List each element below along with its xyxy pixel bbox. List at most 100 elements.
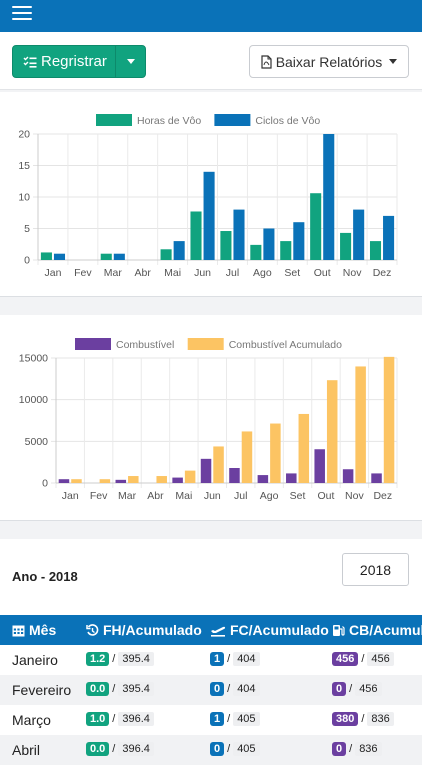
register-dropdown-toggle[interactable] bbox=[115, 46, 145, 77]
bar bbox=[200, 458, 212, 483]
bar bbox=[113, 253, 125, 260]
bar bbox=[298, 413, 310, 483]
bar bbox=[257, 475, 269, 483]
table-row[interactable]: Março 1.0/396.4 1/405 380/836 bbox=[0, 705, 422, 735]
x-tick-label: Mai bbox=[164, 267, 181, 279]
bar bbox=[383, 215, 395, 260]
x-tick-label: Set bbox=[290, 490, 306, 502]
download-reports-button[interactable]: Baixar Relatórios bbox=[249, 45, 409, 78]
bar bbox=[250, 244, 262, 260]
fh-accumulated: 396.4 bbox=[118, 742, 154, 756]
table-row[interactable]: Abril 0.0/396.4 0/405 0/836 bbox=[0, 735, 422, 765]
cb-accumulated: 456 bbox=[355, 682, 382, 696]
fc-badge: 1 bbox=[210, 712, 225, 726]
register-button-group: Regristrar bbox=[12, 45, 146, 78]
cb-cell: 380/836 bbox=[332, 712, 394, 726]
month-cell: Março bbox=[12, 712, 51, 728]
x-tick-label: Jul bbox=[234, 490, 247, 502]
x-tick-label: Mar bbox=[118, 490, 137, 502]
fc-badge: 1 bbox=[210, 652, 225, 666]
table-row[interactable]: Fevereiro 0.0/395.4 0/404 0/456 bbox=[0, 675, 422, 705]
bar bbox=[160, 249, 172, 260]
bar bbox=[53, 253, 66, 260]
x-tick-label: Nov bbox=[345, 490, 364, 502]
month-cell: Abril bbox=[12, 742, 41, 758]
bar bbox=[220, 231, 232, 260]
bar bbox=[173, 241, 185, 260]
bar bbox=[263, 228, 275, 260]
chevron-down-icon bbox=[126, 59, 135, 64]
fc-badge: 0 bbox=[210, 742, 225, 756]
fc-accumulated: 404 bbox=[233, 682, 260, 696]
year-title: Ano - 2018 bbox=[12, 569, 78, 584]
x-tick-label: Jan bbox=[62, 490, 79, 502]
month-header-label: Mês bbox=[29, 622, 57, 638]
fh-badge: 0.0 bbox=[86, 742, 110, 756]
fc-accumulated: 405 bbox=[233, 742, 260, 756]
bar bbox=[270, 423, 281, 483]
cb-badge: 456 bbox=[332, 652, 359, 666]
cb-cell: 0/456 bbox=[332, 682, 382, 696]
fc-cell: 0/404 bbox=[210, 682, 260, 696]
legend-swatch bbox=[187, 338, 224, 350]
pdf-file-icon bbox=[261, 54, 272, 69]
x-tick-label: Fev bbox=[90, 490, 108, 502]
bar bbox=[229, 468, 240, 483]
fh-badge: 1.2 bbox=[86, 652, 110, 666]
fc-cell: 1/405 bbox=[210, 712, 260, 726]
bar bbox=[213, 446, 224, 483]
cb-accumulated: 836 bbox=[355, 742, 382, 756]
y-tick-label: 20 bbox=[18, 129, 30, 141]
month-header: Mês bbox=[12, 622, 56, 638]
bar bbox=[241, 431, 253, 483]
bar bbox=[280, 241, 292, 260]
y-tick-label: 5 bbox=[24, 223, 30, 235]
x-tick-label: Fev bbox=[74, 267, 92, 279]
bar bbox=[156, 476, 167, 483]
fc-header-label: FC/Acumulado bbox=[230, 622, 329, 638]
fuel-chart-card: Combustível Combustível Acumulado 0 5000 100… bbox=[0, 315, 422, 521]
fh-accumulated: 395.4 bbox=[118, 682, 154, 696]
register-button[interactable]: Regristrar bbox=[13, 46, 115, 77]
fc-accumulated: 405 bbox=[233, 712, 260, 726]
download-reports-label: Baixar Relatórios bbox=[275, 53, 383, 70]
x-tick-label: Out bbox=[314, 267, 331, 279]
bar bbox=[326, 380, 338, 483]
fh-header-label: FH/Acumulado bbox=[103, 622, 202, 638]
cb-cell: 456/456 bbox=[332, 652, 394, 666]
bar bbox=[203, 171, 215, 260]
menu-icon[interactable] bbox=[12, 6, 32, 20]
year-select[interactable]: 2018 bbox=[342, 553, 409, 586]
fh-accumulated: 395.4 bbox=[118, 652, 154, 666]
cb-badge: 0 bbox=[332, 682, 347, 696]
fh-cell: 1.2/395.4 bbox=[86, 652, 154, 666]
checklist-icon bbox=[23, 56, 37, 68]
x-tick-label: Ago bbox=[260, 490, 279, 502]
y-tick-label: 5000 bbox=[25, 436, 49, 448]
bar bbox=[286, 473, 297, 483]
x-tick-label: Jun bbox=[204, 490, 221, 502]
flight-chart-card: Horas de Vôo Ciclos de Vôo 0 5 10 15 20 Jan Fev M… bbox=[0, 92, 422, 297]
bar bbox=[99, 479, 111, 483]
history-icon bbox=[86, 623, 99, 636]
legend-label: Combustível Acumulado bbox=[229, 339, 342, 351]
cb-accumulated: 836 bbox=[367, 712, 394, 726]
cb-badge: 380 bbox=[332, 712, 359, 726]
legend-label: Horas de Vôo bbox=[137, 115, 201, 127]
legend-swatch bbox=[214, 114, 251, 126]
bar bbox=[369, 241, 382, 260]
fc-header: FC/Acumulado bbox=[210, 622, 329, 638]
bar bbox=[100, 253, 112, 260]
table-row[interactable]: Janeiro 1.2/395.4 1/404 456/456 bbox=[0, 645, 422, 675]
bar bbox=[293, 222, 305, 260]
x-tick-label: Mai bbox=[175, 490, 192, 502]
cb-accumulated: 456 bbox=[367, 652, 394, 666]
bar bbox=[371, 473, 382, 483]
x-tick-label: Out bbox=[317, 490, 334, 502]
cb-header-label: CB/Acumula bbox=[349, 622, 422, 638]
bar bbox=[40, 252, 52, 260]
fh-header: FH/Acumulado bbox=[86, 622, 202, 638]
flight-hours-cycles-chart: Horas de Vôo Ciclos de Vôo 0 5 10 15 20 Jan Fev M… bbox=[18, 114, 398, 279]
fc-accumulated: 404 bbox=[233, 652, 260, 666]
bar bbox=[128, 476, 139, 483]
